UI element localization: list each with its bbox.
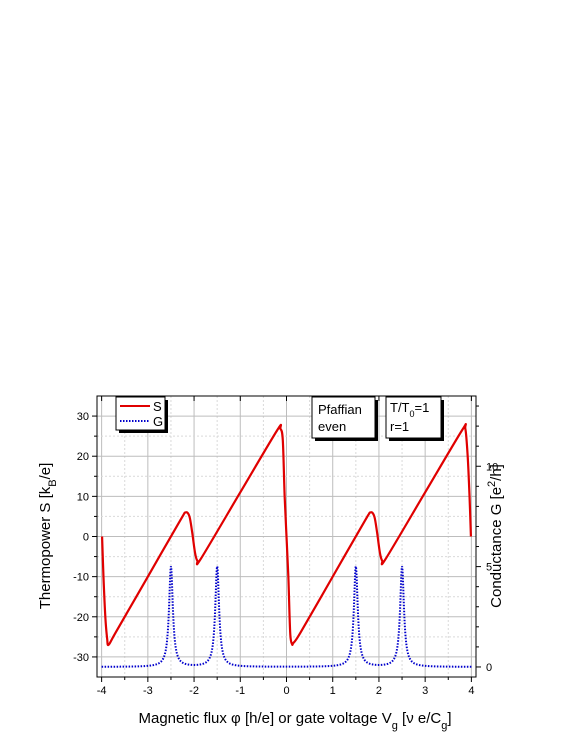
y-left-tick-label: -20 bbox=[73, 612, 89, 624]
x-tick-label: 3 bbox=[422, 685, 428, 697]
y-left-tick-label: 0 bbox=[83, 532, 89, 544]
y-right-tick-label: 5 bbox=[486, 562, 492, 574]
y-left-tick-label: 30 bbox=[77, 411, 89, 423]
x-tick-label: -2 bbox=[189, 685, 199, 697]
series-s-line bbox=[100, 423, 473, 647]
y-axis-left-label: Thermopower S [kB/e] bbox=[37, 463, 59, 610]
legend-label-s: S bbox=[153, 399, 162, 414]
x-tick-label: 0 bbox=[283, 685, 289, 697]
y-axis-right-label: Conductance G [e2/h] bbox=[486, 464, 505, 608]
x-tick-label: -1 bbox=[235, 685, 245, 697]
annotation-model-line2: even bbox=[318, 419, 346, 434]
y-right-tick-label: 10 bbox=[486, 461, 498, 473]
annotation-model-box bbox=[311, 396, 376, 439]
grid bbox=[97, 396, 476, 677]
y-left-tick-label: 20 bbox=[77, 451, 89, 463]
legend-box bbox=[115, 396, 166, 431]
x-axis-label: Magnetic flux φ [h/e] or gate voltage Vg… bbox=[139, 710, 452, 732]
y-left-tick-label: -30 bbox=[73, 652, 89, 664]
x-tick-label: -3 bbox=[143, 685, 153, 697]
y-right-tick-label: 0 bbox=[486, 662, 492, 674]
annotation-params-box bbox=[385, 396, 442, 439]
series-layer bbox=[100, 423, 473, 668]
x-tick-label: 2 bbox=[376, 685, 382, 697]
legend-label-g: G bbox=[153, 414, 163, 429]
annotation-model-line1: Pfaffian bbox=[318, 402, 362, 417]
legend: S G bbox=[115, 396, 168, 433]
annotation-temperature: T/T0=1 bbox=[390, 400, 429, 419]
x-tick-label: 4 bbox=[468, 685, 474, 697]
y-left-tick-label: -10 bbox=[73, 572, 89, 584]
x-tick-label: 1 bbox=[330, 685, 336, 697]
annotation-r: r=1 bbox=[390, 419, 409, 434]
x-tick-label: -4 bbox=[97, 685, 107, 697]
y-left-tick-label: 10 bbox=[77, 491, 89, 503]
series-g-line bbox=[101, 566, 472, 668]
annotation-model: Pfaffian even bbox=[311, 396, 378, 441]
annotation-params: T/T0=1 r=1 bbox=[385, 396, 444, 441]
